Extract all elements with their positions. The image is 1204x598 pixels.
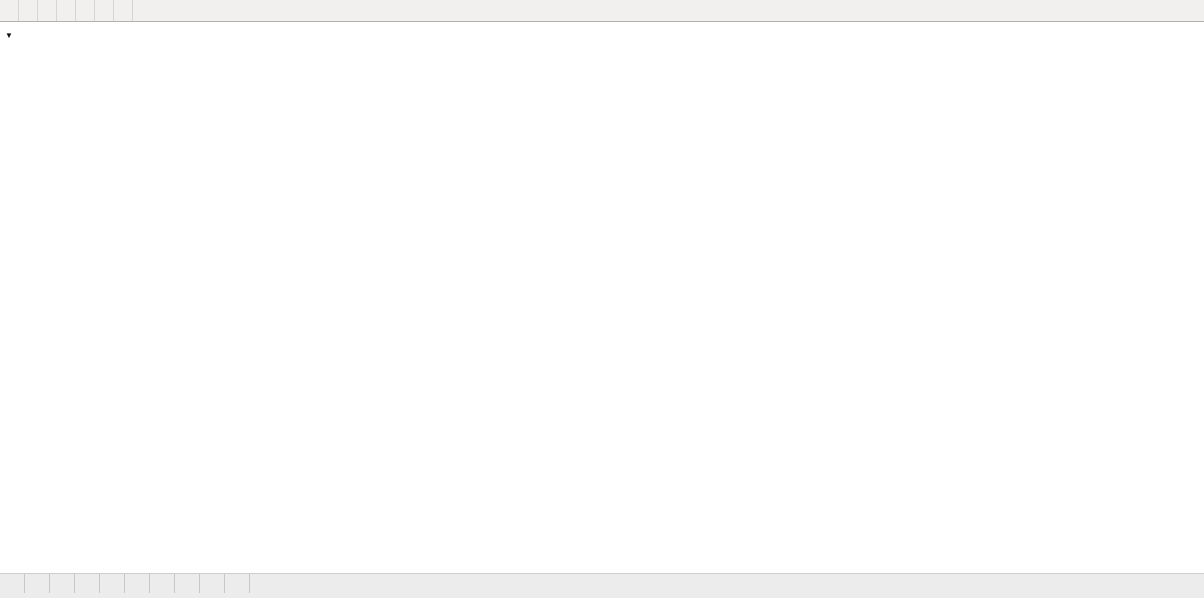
status-bar — [0, 593, 1204, 598]
macd-indicator-label — [5, 404, 10, 416]
timeframe-mn-button[interactable] — [114, 0, 133, 21]
timeframe-toolbar — [0, 0, 1204, 22]
tab-usdcnh-daily[interactable] — [125, 574, 150, 593]
timeframe-m5-button[interactable] — [0, 0, 19, 21]
tab-usdchf-h4[interactable] — [75, 574, 100, 593]
tab-usdx-weekly[interactable] — [0, 574, 25, 593]
timeframe-h4-button[interactable] — [57, 0, 76, 21]
chart-window: ▼ — [0, 22, 1204, 573]
tab-audusd-daily[interactable] — [50, 574, 75, 593]
tab-ukoil-weekly[interactable] — [175, 574, 200, 593]
chart-canvas[interactable] — [0, 22, 1204, 573]
rsi-indicator-label — [5, 481, 10, 493]
timeframe-w1-button[interactable] — [95, 0, 114, 21]
tab-dj30-daily[interactable] — [200, 574, 225, 593]
tab-uk100-h1[interactable] — [225, 574, 250, 593]
timeframe-h1-button[interactable] — [38, 0, 57, 21]
tab-usdcad-daily[interactable] — [100, 574, 125, 593]
tab-eurusd-daily[interactable] — [25, 574, 50, 593]
timeframe-m30-button[interactable] — [19, 0, 38, 21]
timeframe-d1-button[interactable] — [76, 0, 95, 21]
chart-title: ▼ — [5, 29, 22, 41]
tab-xauusd-daily[interactable] — [150, 574, 175, 593]
chart-tabs-bar — [0, 573, 1204, 593]
chevron-down-icon[interactable]: ▼ — [5, 31, 13, 40]
